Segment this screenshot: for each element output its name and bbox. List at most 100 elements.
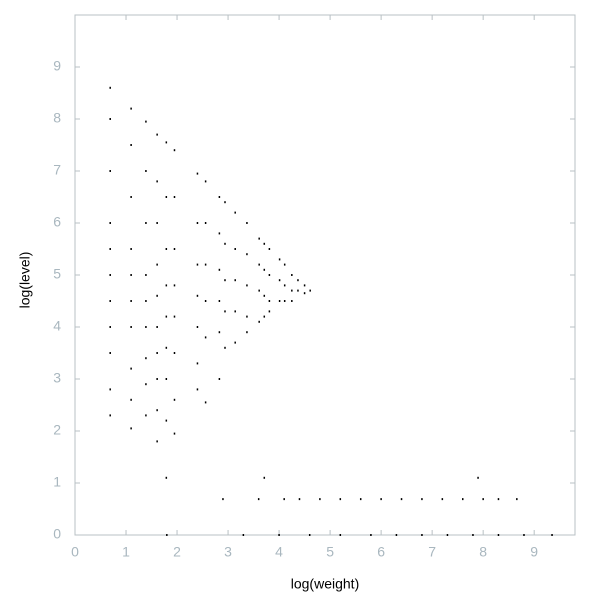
- y-tick-label: 7: [53, 162, 61, 178]
- point: [173, 315, 176, 318]
- point: [278, 279, 281, 282]
- point: [156, 378, 158, 380]
- y-tick-label: 1: [53, 474, 61, 490]
- point: [339, 498, 342, 501]
- point: [441, 498, 444, 501]
- point: [173, 284, 176, 287]
- point: [173, 398, 176, 401]
- point: [263, 315, 266, 318]
- point: [246, 315, 248, 318]
- point: [165, 141, 168, 144]
- point: [196, 172, 199, 175]
- point: [297, 289, 299, 292]
- y-tick-label: 3: [53, 370, 61, 386]
- point: [218, 331, 221, 334]
- point: [218, 378, 221, 380]
- point: [145, 300, 147, 302]
- point: [204, 336, 207, 339]
- point: [204, 180, 207, 183]
- point: [204, 263, 207, 266]
- point: [258, 320, 260, 323]
- point: [523, 534, 525, 536]
- point: [258, 263, 260, 266]
- point: [156, 222, 158, 224]
- point: [482, 498, 484, 501]
- point: [109, 222, 111, 224]
- point: [291, 300, 293, 302]
- point: [109, 352, 111, 354]
- y-tick-label: 5: [53, 266, 61, 282]
- x-tick-label: 5: [326, 544, 334, 560]
- point: [156, 263, 158, 266]
- x-tick-label: 2: [173, 544, 181, 560]
- point: [234, 211, 236, 214]
- point: [130, 274, 132, 276]
- point: [246, 284, 248, 287]
- point: [283, 284, 286, 287]
- point: [497, 498, 500, 501]
- y-axis-title: log(level): [17, 252, 33, 309]
- point: [222, 498, 224, 501]
- x-tick-label: 3: [224, 544, 232, 560]
- x-tick-label: 4: [275, 544, 283, 560]
- point: [165, 419, 168, 422]
- point: [109, 414, 111, 417]
- point: [258, 289, 260, 292]
- point: [234, 248, 236, 250]
- x-tick-label: 6: [377, 544, 385, 560]
- point: [224, 201, 226, 204]
- point: [268, 274, 271, 276]
- point: [283, 300, 286, 302]
- point: [234, 310, 236, 313]
- point: [109, 248, 111, 250]
- point: [268, 248, 271, 250]
- point: [156, 440, 158, 443]
- point: [173, 149, 176, 152]
- point: [196, 222, 199, 224]
- point: [224, 346, 226, 349]
- x-tick-label: 0: [71, 544, 79, 560]
- point: [234, 341, 236, 344]
- x-axis-title: log(weight): [291, 576, 359, 592]
- point: [303, 284, 306, 287]
- point: [421, 498, 423, 501]
- point: [400, 498, 403, 501]
- point: [278, 300, 281, 302]
- point: [395, 534, 398, 536]
- point: [278, 258, 281, 261]
- point: [145, 274, 147, 276]
- point: [298, 498, 301, 501]
- point: [109, 326, 111, 328]
- point: [145, 326, 147, 328]
- point: [551, 534, 553, 536]
- point: [173, 196, 176, 198]
- point: [263, 294, 266, 297]
- point: [246, 331, 248, 334]
- point: [370, 534, 372, 536]
- point: [263, 242, 266, 245]
- point: [218, 196, 221, 198]
- y-tick-label: 8: [53, 110, 61, 126]
- point: [308, 534, 311, 536]
- point: [165, 315, 168, 318]
- point: [145, 414, 147, 417]
- point: [109, 86, 111, 89]
- point: [165, 196, 168, 198]
- point: [130, 144, 132, 146]
- point: [291, 274, 293, 276]
- point: [130, 367, 132, 370]
- x-tick-label: 1: [122, 544, 130, 560]
- plot-frame: [74, 14, 576, 536]
- point: [145, 222, 147, 224]
- point: [196, 294, 199, 297]
- point: [224, 310, 226, 313]
- point: [145, 120, 147, 123]
- point: [165, 248, 168, 250]
- point: [145, 357, 147, 360]
- point: [156, 180, 158, 183]
- point: [109, 118, 111, 120]
- x-tick-label: 8: [479, 544, 487, 560]
- point: [462, 498, 464, 501]
- point: [263, 476, 266, 479]
